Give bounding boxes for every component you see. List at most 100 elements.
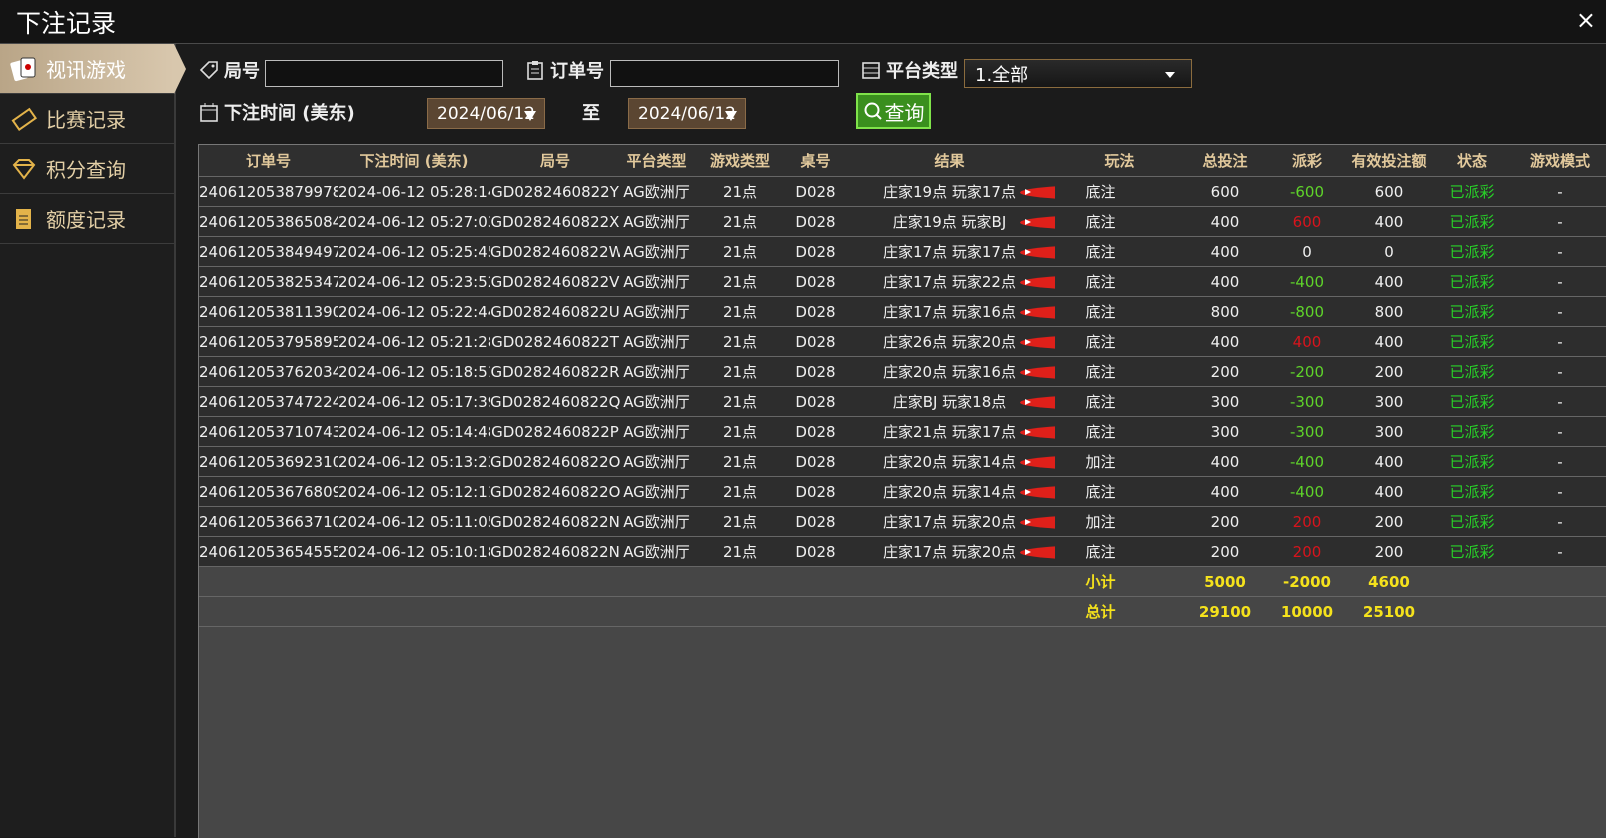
label: 局号 (224, 61, 260, 82)
spacer (1430, 566, 1606, 597)
result-text: 庄家BJ 玩家18点 (892, 393, 1007, 411)
bet-table: 订单号 下注时间 (美东) 局号 平台类型 游戏类型 桌号 结果 玩法 总投注 派彩 有效投注额 状态… (199, 145, 1606, 627)
table-cell: 800 (1184, 296, 1266, 327)
table-cell: 400 (1184, 326, 1266, 357)
table-cell: D028 (787, 476, 844, 507)
table-cell: -400 (1266, 446, 1348, 477)
column-header: 桌号 (787, 145, 844, 177)
value: 2024/06/12 (638, 103, 736, 124)
date-to[interactable]: 2024/06/12 (628, 98, 746, 129)
query-button[interactable]: 查询 (856, 93, 931, 129)
table-cell: 21点 (693, 536, 787, 567)
column-header: 总投注 (1184, 145, 1266, 177)
table-cell: D028 (787, 386, 844, 417)
column-header: 平台类型 (620, 145, 693, 177)
table-row: 240612053654555 2024-06-12 05:10:18 GD0282… (199, 536, 1606, 567)
table-cell: 300 (1348, 386, 1430, 417)
result-text: 庄家20点 玩家14点 (883, 453, 1016, 471)
title: 下注记录 (16, 9, 117, 38)
table-cell: 400 (1348, 476, 1430, 507)
table-cell: 底注 (1055, 476, 1184, 507)
table-cell: D028 (787, 326, 844, 357)
date-from[interactable]: 2024/06/12 (427, 98, 545, 129)
sidebar-item[interactable]: 比赛记录 (0, 94, 174, 144)
time-label-group: 下注时间 (美东) (198, 99, 355, 125)
table-row: 240612053795895 2024-06-12 05:21:28 GD0282… (199, 326, 1606, 357)
table-cell: 加注 (1055, 506, 1184, 537)
table-cell: 2024-06-12 05:25:45 (338, 236, 490, 267)
table-cell: 已派彩 (1430, 446, 1514, 477)
sidebar-item[interactable]: 积分查询 (0, 144, 174, 194)
table-cell: D028 (787, 536, 844, 567)
table-cell: 已派彩 (1430, 416, 1514, 447)
table-row: 240612053865084 2024-06-12 05:27:03 GD0282… (199, 206, 1606, 237)
table-cell: AG欧洲厅 (620, 266, 693, 297)
result-cell: 庄家20点 玩家14点 (844, 446, 1055, 477)
table-cell: 已派彩 (1430, 326, 1514, 357)
table-cell: 200 (1348, 356, 1430, 387)
table-cell: 400 (1184, 266, 1266, 297)
result-cell: 庄家BJ 玩家18点 (844, 386, 1055, 417)
header-row: 订单号 下注时间 (美东) 局号 平台类型 游戏类型 桌号 结果 玩法 总投注 派彩 有效投注额 状态… (199, 145, 1606, 177)
table-cell: 已派彩 (1430, 476, 1514, 507)
result-text: 庄家21点 玩家17点 (883, 423, 1016, 441)
column-header: 派彩 (1266, 145, 1348, 177)
table-cell: D028 (787, 506, 844, 537)
table-cell: 400 (1348, 266, 1430, 297)
result-cell: 庄家17点 玩家17点 (844, 236, 1055, 267)
table-cell: 已派彩 (1430, 536, 1514, 567)
table-cell: D028 (787, 296, 844, 327)
table-cell: -300 (1266, 416, 1348, 447)
table-cell: AG欧洲厅 (620, 416, 693, 447)
close-button[interactable]: × (1575, 6, 1596, 34)
column-header: 结果 (844, 145, 1055, 177)
sidebar-item[interactable]: 视讯游戏 (0, 44, 186, 94)
table-cell: 2024-06-12 05:13:23 (338, 446, 490, 477)
table-cell: 400 (1348, 326, 1430, 357)
table-cell: AG欧洲厅 (620, 506, 693, 537)
table-cell: 400 (1184, 446, 1266, 477)
table-cell: 21点 (693, 506, 787, 537)
table-cell: - (1514, 476, 1606, 507)
table-cell: 200 (1266, 506, 1348, 537)
table-cell: AG欧洲厅 (620, 356, 693, 387)
column-header: 订单号 (199, 145, 338, 177)
platform-select[interactable]: 1.全部 (964, 59, 1192, 88)
table-cell: 21点 (693, 266, 787, 297)
table-container: 订单号 下注时间 (美东) 局号 平台类型 游戏类型 桌号 结果 玩法 总投注 派彩 有效投注额 状态… (198, 144, 1606, 838)
table-cell: 200 (1184, 506, 1266, 537)
round-input[interactable] (265, 60, 503, 87)
table-cell: D028 (787, 236, 844, 267)
sidebar: 视讯游戏 比赛记录 积分查询 额度记录 (0, 44, 186, 837)
table-cell: GD0282460822W (490, 236, 620, 267)
table-cell: 底注 (1055, 266, 1184, 297)
table-body: 240612053879978 2024-06-12 05:28:14 GD0282… (199, 176, 1606, 627)
column-header: 游戏类型 (693, 145, 787, 177)
table-cell: - (1514, 446, 1606, 477)
table-cell: 底注 (1055, 386, 1184, 417)
result-cell: 庄家17点 玩家22点 (844, 266, 1055, 297)
table-cell: 240612053710743 (199, 416, 338, 447)
table-cell: - (1514, 326, 1606, 357)
summary-bet: 29100 (1184, 596, 1266, 627)
table-cell: 已派彩 (1430, 386, 1514, 417)
table-cell: GD0282460822V (490, 266, 620, 297)
table-cell: GD0282460822O (490, 476, 620, 507)
table-cell: 240612053849497 (199, 236, 338, 267)
table-cell: 240612053676809 (199, 476, 338, 507)
table-cell: 已派彩 (1430, 266, 1514, 297)
table-cell: 底注 (1055, 416, 1184, 447)
table-cell: AG欧洲厅 (620, 206, 693, 237)
table-cell: 2024-06-12 05:18:51 (338, 356, 490, 387)
sidebar-item[interactable]: 额度记录 (0, 194, 174, 244)
label: 比赛记录 (46, 108, 126, 132)
table-cell: 底注 (1055, 326, 1184, 357)
result-text: 庄家26点 玩家20点 (883, 333, 1016, 351)
label: 下注时间 (美东) (224, 103, 355, 124)
order-input[interactable] (610, 60, 839, 87)
table-cell: 21点 (693, 356, 787, 387)
table-cell: D028 (787, 206, 844, 237)
table-cell: 2024-06-12 05:14:48 (338, 416, 490, 447)
result-text: 庄家17点 玩家20点 (883, 543, 1016, 561)
table-cell: - (1514, 236, 1606, 267)
